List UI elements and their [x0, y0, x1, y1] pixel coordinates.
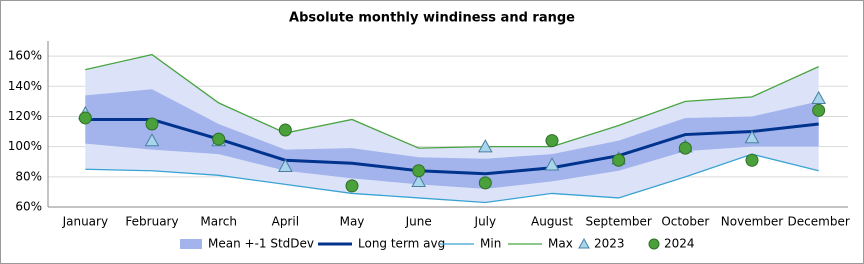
marker-2023 [411, 173, 427, 188]
marker-2024 [745, 153, 759, 167]
legend-label: Mean +-1 StdDev [208, 237, 314, 251]
marker-2024 [278, 123, 292, 137]
marker-2023 [144, 133, 160, 147]
y-tick-label: 160% [8, 49, 42, 63]
series-line [85, 117, 819, 176]
legend-label: Max [548, 237, 573, 251]
legend-marker [578, 237, 590, 249]
marker-2024 [678, 141, 692, 155]
marker-2023 [477, 139, 493, 153]
marker-2024 [78, 111, 92, 125]
marker-2024 [545, 134, 559, 148]
y-tick-label: 140% [8, 79, 42, 93]
marker-2023 [544, 157, 560, 171]
series-line [85, 153, 819, 204]
marker-2023 [277, 158, 293, 172]
legend-swatch [180, 239, 202, 249]
x-tick-label: May [340, 215, 365, 229]
x-tick-label: August [531, 215, 573, 229]
stddev-band [85, 89, 819, 189]
x-tick-label: November [721, 215, 783, 229]
x-tick-label: March [200, 215, 237, 229]
x-tick-label: February [125, 215, 178, 229]
x-tick-label: December [788, 215, 850, 229]
marker-2024 [812, 103, 826, 117]
legend-label: 2023 [594, 237, 625, 251]
marker-2024 [212, 132, 226, 146]
y-tick-label: 80% [15, 169, 42, 183]
y-tick-label: 100% [8, 139, 42, 153]
y-tick-label: 60% [15, 200, 42, 214]
series-line [85, 53, 819, 149]
legend-label: Min [480, 237, 501, 251]
x-tick-label: January [62, 215, 109, 229]
chart-title: Absolute monthly windiness and range [289, 11, 575, 26]
marker-2024 [145, 117, 159, 131]
legend-marker [648, 238, 660, 250]
x-tick-label: October [661, 215, 709, 229]
x-tick-label: June [405, 215, 432, 229]
marker-2024 [412, 164, 426, 178]
legend-label: 2024 [664, 237, 695, 251]
marker-2024 [612, 153, 626, 167]
marker-2023 [811, 90, 827, 105]
x-tick-label: September [586, 215, 652, 229]
marker-2024 [345, 179, 359, 193]
y-tick-label: 120% [8, 109, 42, 123]
marker-2024 [478, 176, 492, 190]
x-tick-label: April [272, 215, 299, 229]
legend-label: Long term avg [358, 237, 445, 251]
x-tick-label: July [474, 215, 497, 229]
marker-2023 [744, 130, 760, 144]
